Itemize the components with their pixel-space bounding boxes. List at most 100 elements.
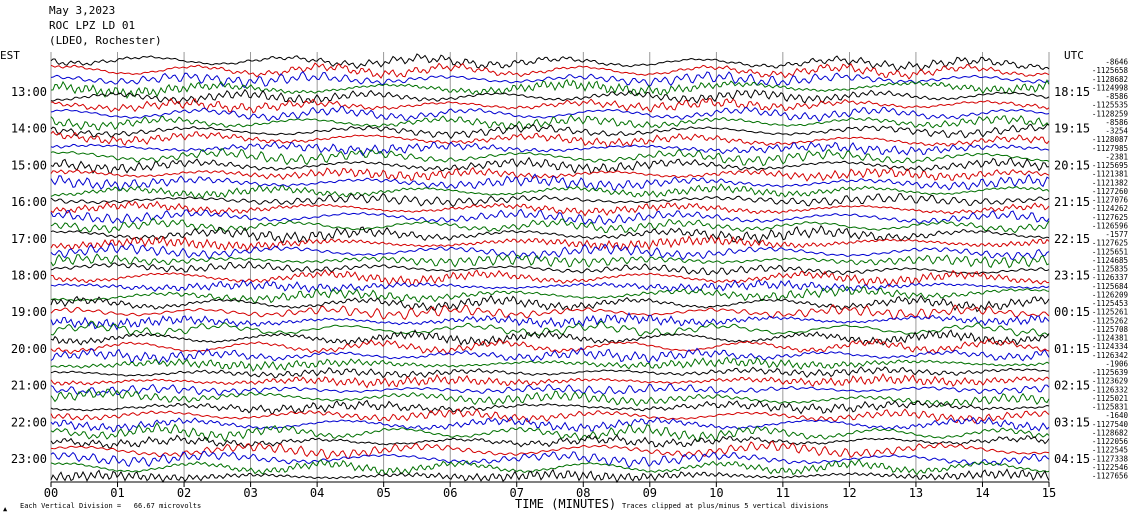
left-hour-label: 20:00: [11, 342, 47, 356]
x-tick-label: 15: [1042, 486, 1056, 500]
trace-offset-label: -1126342: [1092, 351, 1128, 360]
trace-2: [50, 62, 1050, 80]
trace-offset-label: -1123629: [1092, 377, 1128, 386]
trace-offset-label: -1906: [1105, 359, 1128, 368]
axis-labels: 00 01 02 03 04 05 06 07 08 09 10 11 12 13 14 15-8646-11…: [11, 58, 1129, 501]
trace-6: [50, 97, 1050, 114]
trace-17: [50, 192, 1050, 208]
x-tick-label: 02: [177, 486, 191, 500]
trace-offset-label: -1127338: [1092, 454, 1129, 463]
trace-36: [50, 356, 1050, 372]
left-hour-label: 19:00: [11, 305, 47, 319]
right-hour-label: 00:15: [1054, 305, 1090, 319]
trace-offset-label: -1128087: [1092, 135, 1128, 144]
trace-offset-label: -1128259: [1092, 109, 1128, 118]
trace-offset-label: -8646: [1105, 58, 1128, 67]
left-hour-label: 18:00: [11, 269, 47, 283]
x-tick-label: 08: [576, 486, 590, 500]
trace-offset-label: -1127625: [1092, 239, 1128, 248]
trace-22: [50, 234, 1050, 252]
x-tick-label: 09: [643, 486, 657, 500]
trace-7: [50, 106, 1050, 122]
time-grid: [50, 52, 1050, 487]
trace-offset-label: -1121381: [1092, 170, 1128, 179]
trace-offset-label: -1125658: [1092, 66, 1129, 75]
trace-offset-label: -1126337: [1092, 273, 1128, 282]
right-hour-label: 04:15: [1054, 452, 1090, 466]
trace-offset-label: -2381: [1105, 152, 1128, 161]
trace-30: [50, 304, 1050, 321]
trace-lines: [50, 53, 1050, 484]
trace-offset-label: -8586: [1105, 118, 1128, 127]
trace-offset-label: -1122546: [1092, 463, 1129, 472]
trace-offset-label: -1127260: [1092, 187, 1129, 196]
trace-34: [50, 338, 1050, 356]
trace-offset-label: -1121382: [1092, 178, 1128, 187]
trace-offset-label: -1124998: [1092, 83, 1129, 92]
trace-26: [50, 269, 1050, 288]
x-tick-label: 11: [776, 486, 790, 500]
trace-offset-label: -1125021: [1092, 394, 1128, 403]
right-hour-label: 19:15: [1054, 122, 1090, 136]
right-hour-label: 22:15: [1054, 232, 1090, 246]
trace-offset-label: -1127985: [1092, 144, 1128, 153]
trace-1: [50, 53, 1050, 72]
trace-23: [50, 242, 1050, 261]
trace-offset-label: -1640: [1105, 411, 1128, 420]
trace-24: [50, 253, 1050, 269]
trace-11: [50, 141, 1050, 157]
plot-date: May 3,2023: [49, 4, 116, 17]
trace-offset-label: -1127625: [1092, 213, 1128, 222]
right-zone-label: UTC: [1064, 49, 1084, 62]
x-axis-title: TIME (MINUTES): [515, 497, 617, 511]
trace-25: [50, 260, 1050, 276]
x-tick-label: 01: [110, 486, 124, 500]
right-hour-label: 21:15: [1054, 195, 1090, 209]
trace-offset-label: -1128682: [1092, 428, 1128, 437]
trace-offset-label: -1122545: [1092, 446, 1128, 455]
trace-5: [50, 88, 1050, 105]
trace-offset-label: -1128682: [1092, 75, 1128, 84]
trace-offset-label: -1125684: [1092, 282, 1129, 291]
trace-39: [50, 383, 1050, 396]
left-hour-label: 23:00: [11, 452, 47, 466]
trace-12: [50, 148, 1050, 167]
left-hour-label: 14:00: [11, 122, 47, 136]
left-hour-label: 16:00: [11, 195, 47, 209]
trace-offset-label: -1127076: [1092, 196, 1129, 205]
trace-offset-label: -1124685: [1092, 256, 1128, 265]
trace-44: [50, 422, 1050, 443]
trace-32: [50, 320, 1050, 337]
trace-18: [50, 200, 1050, 217]
x-tick-label: 14: [975, 486, 989, 500]
left-zone-label: EST: [0, 49, 20, 62]
trace-38: [50, 372, 1050, 389]
right-hour-label: 02:15: [1054, 379, 1090, 393]
trace-offset-label: -1126596: [1092, 221, 1129, 230]
x-tick-label: 04: [310, 486, 324, 500]
trace-offset-label: -1125261: [1092, 308, 1128, 317]
trace-9: [50, 123, 1050, 139]
trace-4: [50, 78, 1050, 100]
corner-mark: ▲: [3, 505, 8, 513]
trace-47: [50, 450, 1050, 469]
left-hour-label: 21:00: [11, 379, 47, 393]
trace-offset-label: -1125695: [1092, 161, 1128, 170]
trace-offset-label: -1124334: [1092, 342, 1129, 351]
trace-46: [50, 441, 1050, 460]
trace-28: [50, 285, 1050, 305]
x-tick-label: 05: [376, 486, 390, 500]
trace-49: [50, 468, 1050, 484]
trace-offset-label: -1125651: [1092, 247, 1128, 256]
x-tick-label: 06: [443, 486, 457, 500]
left-hour-label: 22:00: [11, 415, 47, 429]
trace-offset-label: -1125535: [1092, 101, 1128, 110]
right-hour-label: 20:15: [1054, 158, 1090, 172]
right-hour-label: 23:15: [1054, 269, 1090, 283]
trace-45: [50, 434, 1050, 449]
left-hour-label: 17:00: [11, 232, 47, 246]
trace-27: [50, 279, 1050, 293]
trace-14: [50, 166, 1050, 182]
trace-19: [50, 208, 1050, 226]
